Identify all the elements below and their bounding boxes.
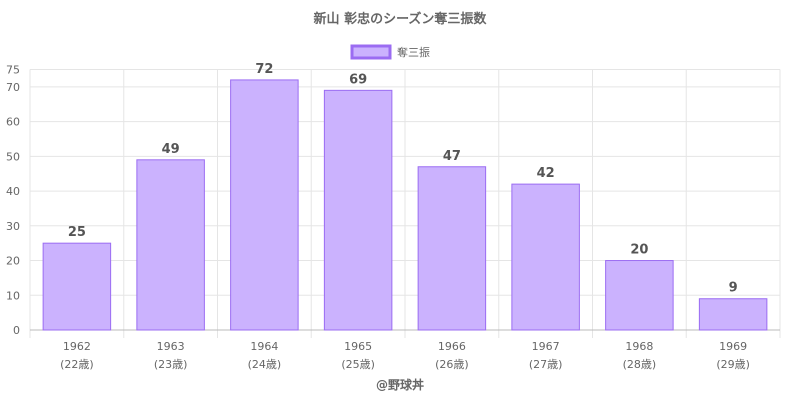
bars: 25 49 72 69 47 42 20 9 [42, 62, 768, 331]
x-tick-sublabel: (27歳) [529, 358, 563, 371]
y-tick-label: 60 [6, 116, 20, 129]
data-label: 25 [68, 225, 86, 240]
bar-1969[interactable] [698, 298, 768, 331]
y-tick-label: 0 [13, 324, 20, 337]
data-label: 9 [729, 281, 738, 296]
x-tick-label: 1967 [532, 340, 560, 353]
y-tick-label: 10 [6, 289, 20, 302]
legend-swatch [350, 44, 392, 60]
bar-1964[interactable] [230, 79, 299, 331]
y-axis: 0 10 20 30 40 50 60 70 75 [6, 64, 20, 338]
x-axis: 1962 (22歳) 1963 (23歳) 1964 (24歳) 1965 (25歳) 1966… [60, 340, 750, 371]
x-tick-label: 1962 [63, 340, 91, 353]
x-tick-sublabel: (29歳) [716, 358, 750, 371]
bar-1968[interactable] [605, 260, 674, 331]
x-tick-sublabel: (28歳) [623, 358, 657, 371]
y-tick-label: 50 [6, 150, 20, 163]
data-label: 72 [255, 62, 273, 77]
credit-label: @野球丼 [376, 377, 424, 392]
x-tick-sublabel: (26歳) [435, 358, 469, 371]
legend-label: 奪三振 [397, 45, 430, 59]
x-tick-label: 1964 [250, 340, 278, 353]
x-tick-sublabel: (24歳) [248, 358, 282, 371]
data-label: 69 [349, 72, 367, 87]
x-tick-label: 1965 [344, 340, 372, 353]
x-tick-label: 1963 [157, 340, 185, 353]
x-tick-sublabel: (22歳) [60, 358, 94, 371]
y-tick-label: 70 [6, 81, 20, 94]
y-tick-label: 75 [6, 64, 20, 77]
x-tick-sublabel: (25歳) [341, 358, 375, 371]
y-tick-label: 30 [6, 220, 20, 233]
bar-1966[interactable] [417, 166, 487, 331]
data-label: 42 [537, 166, 555, 181]
y-tick-label: 40 [6, 185, 20, 198]
x-tick-sublabel: (23歳) [154, 358, 188, 371]
x-tick-label: 1968 [625, 340, 653, 353]
data-label: 49 [162, 142, 180, 157]
legend[interactable]: 奪三振 [350, 44, 430, 60]
bar-1965[interactable] [323, 89, 393, 331]
data-label: 47 [443, 149, 461, 164]
bar-1967[interactable] [511, 183, 580, 331]
x-tick-label: 1969 [719, 340, 747, 353]
data-label: 20 [630, 243, 648, 258]
x-tick-label: 1966 [438, 340, 466, 353]
chart-title: 新山 彰忠のシーズン奪三振数 [314, 11, 488, 27]
y-tick-label: 20 [6, 255, 20, 268]
bar-1962[interactable] [42, 242, 112, 331]
bar-1963[interactable] [136, 159, 205, 331]
